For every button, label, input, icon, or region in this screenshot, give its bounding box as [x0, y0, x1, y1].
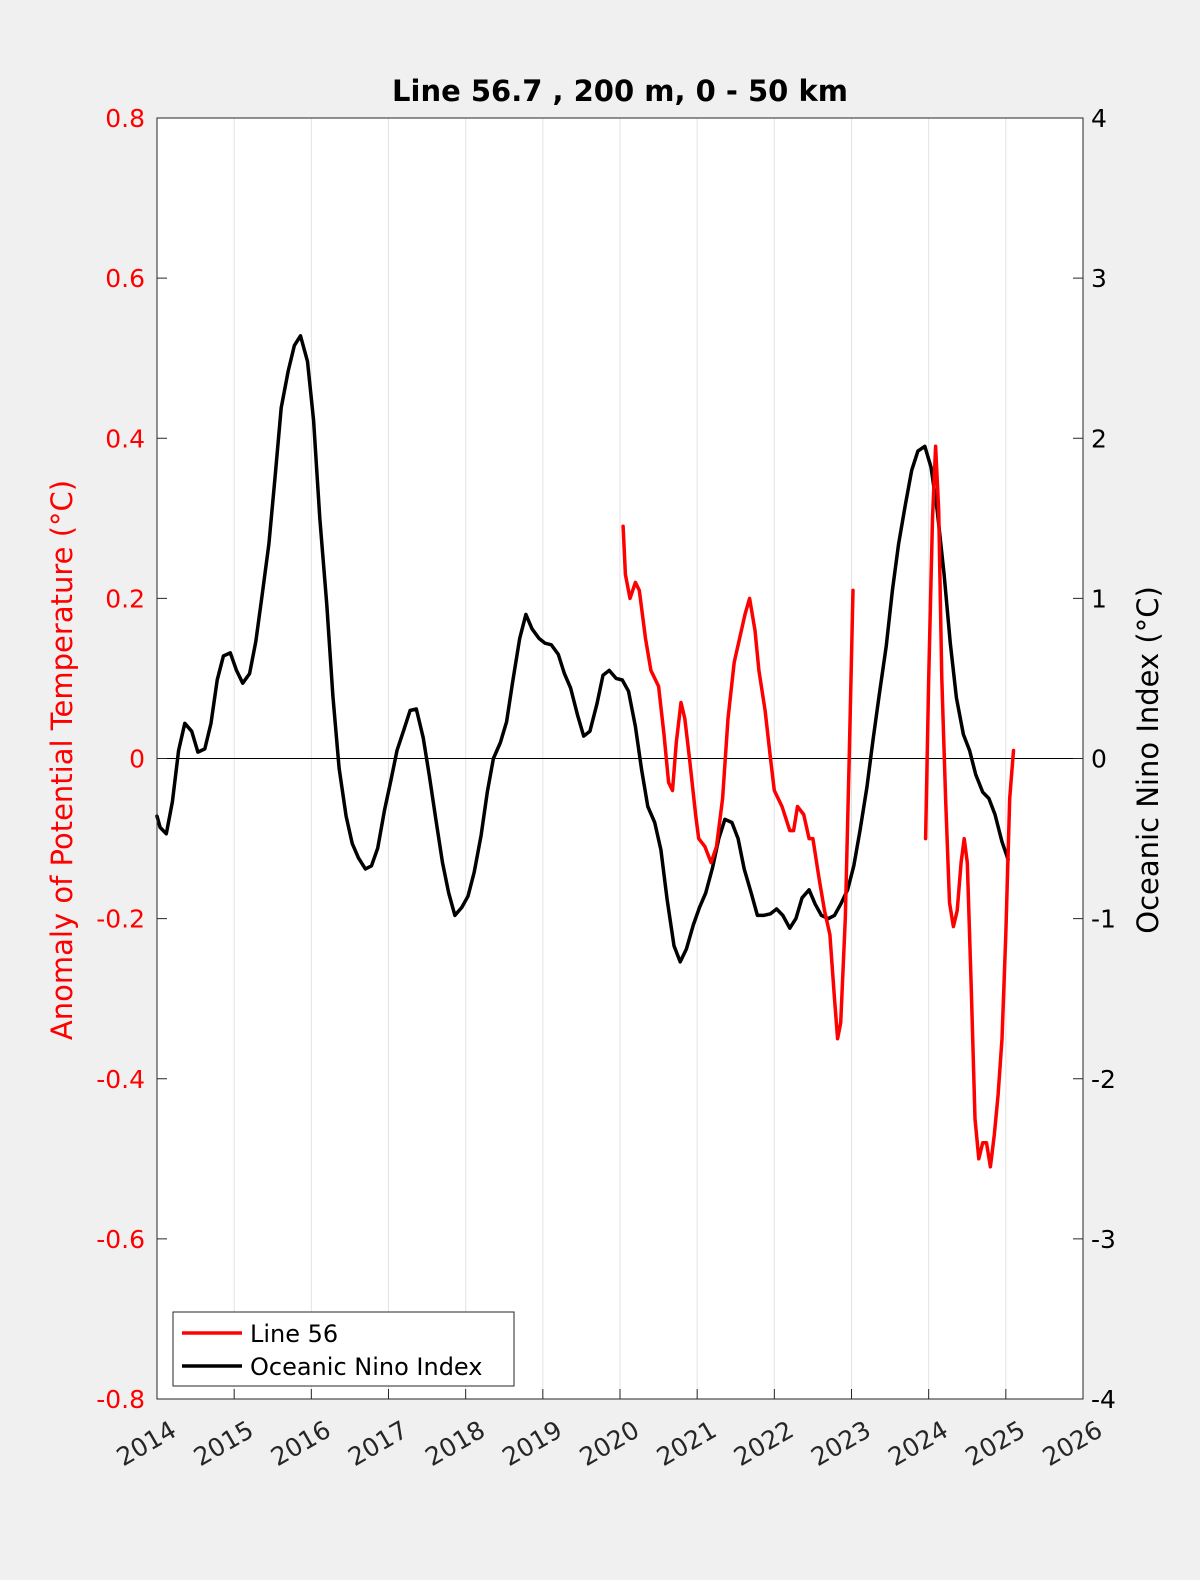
y2-axis-label: Oceanic Nino Index (°C) — [1131, 586, 1165, 934]
y-tick-label: 0.6 — [105, 264, 145, 293]
y2-tick-label: -3 — [1091, 1225, 1116, 1254]
y2-tick-label: 4 — [1091, 104, 1107, 133]
y-tick-label: -0.2 — [96, 905, 145, 934]
y2-tick-label: 1 — [1091, 584, 1107, 613]
y-tick-label: 0.8 — [105, 104, 145, 133]
y-tick-label: 0.2 — [105, 584, 145, 613]
y-tick-label: 0.4 — [105, 424, 145, 453]
chart-title: Line 56.7 , 200 m, 0 - 50 km — [392, 74, 848, 108]
y2-tick-label: -2 — [1091, 1065, 1116, 1094]
legend: Line 56 Oceanic Nino Index — [172, 1311, 515, 1387]
y-tick-label: -0.8 — [96, 1385, 145, 1414]
series-line-line56-segment-1 — [621, 524, 855, 1041]
y-axis-label: Anomaly of Potential Temperature (°C) — [45, 480, 79, 1040]
y2-tick-label: 3 — [1091, 264, 1107, 293]
y2-tick-label: 2 — [1091, 424, 1107, 453]
legend-label-oni: Oceanic Nino Index — [250, 1353, 482, 1381]
y2-tick-label: -1 — [1091, 905, 1116, 934]
legend-label-line56: Line 56 — [250, 1320, 338, 1348]
data-series — [155, 334, 1083, 1169]
y-tick-label: -0.6 — [96, 1225, 145, 1254]
y2-tick-label: 0 — [1091, 745, 1107, 774]
y-tick-label: -0.4 — [96, 1065, 145, 1094]
series-line-oceanic-nino-index — [155, 334, 1010, 964]
legend-box — [172, 1311, 515, 1387]
y2-tick-label: -4 — [1091, 1385, 1116, 1414]
series-line-line56-segment-2 — [923, 444, 1016, 1169]
y-tick-label: 0 — [129, 745, 145, 774]
